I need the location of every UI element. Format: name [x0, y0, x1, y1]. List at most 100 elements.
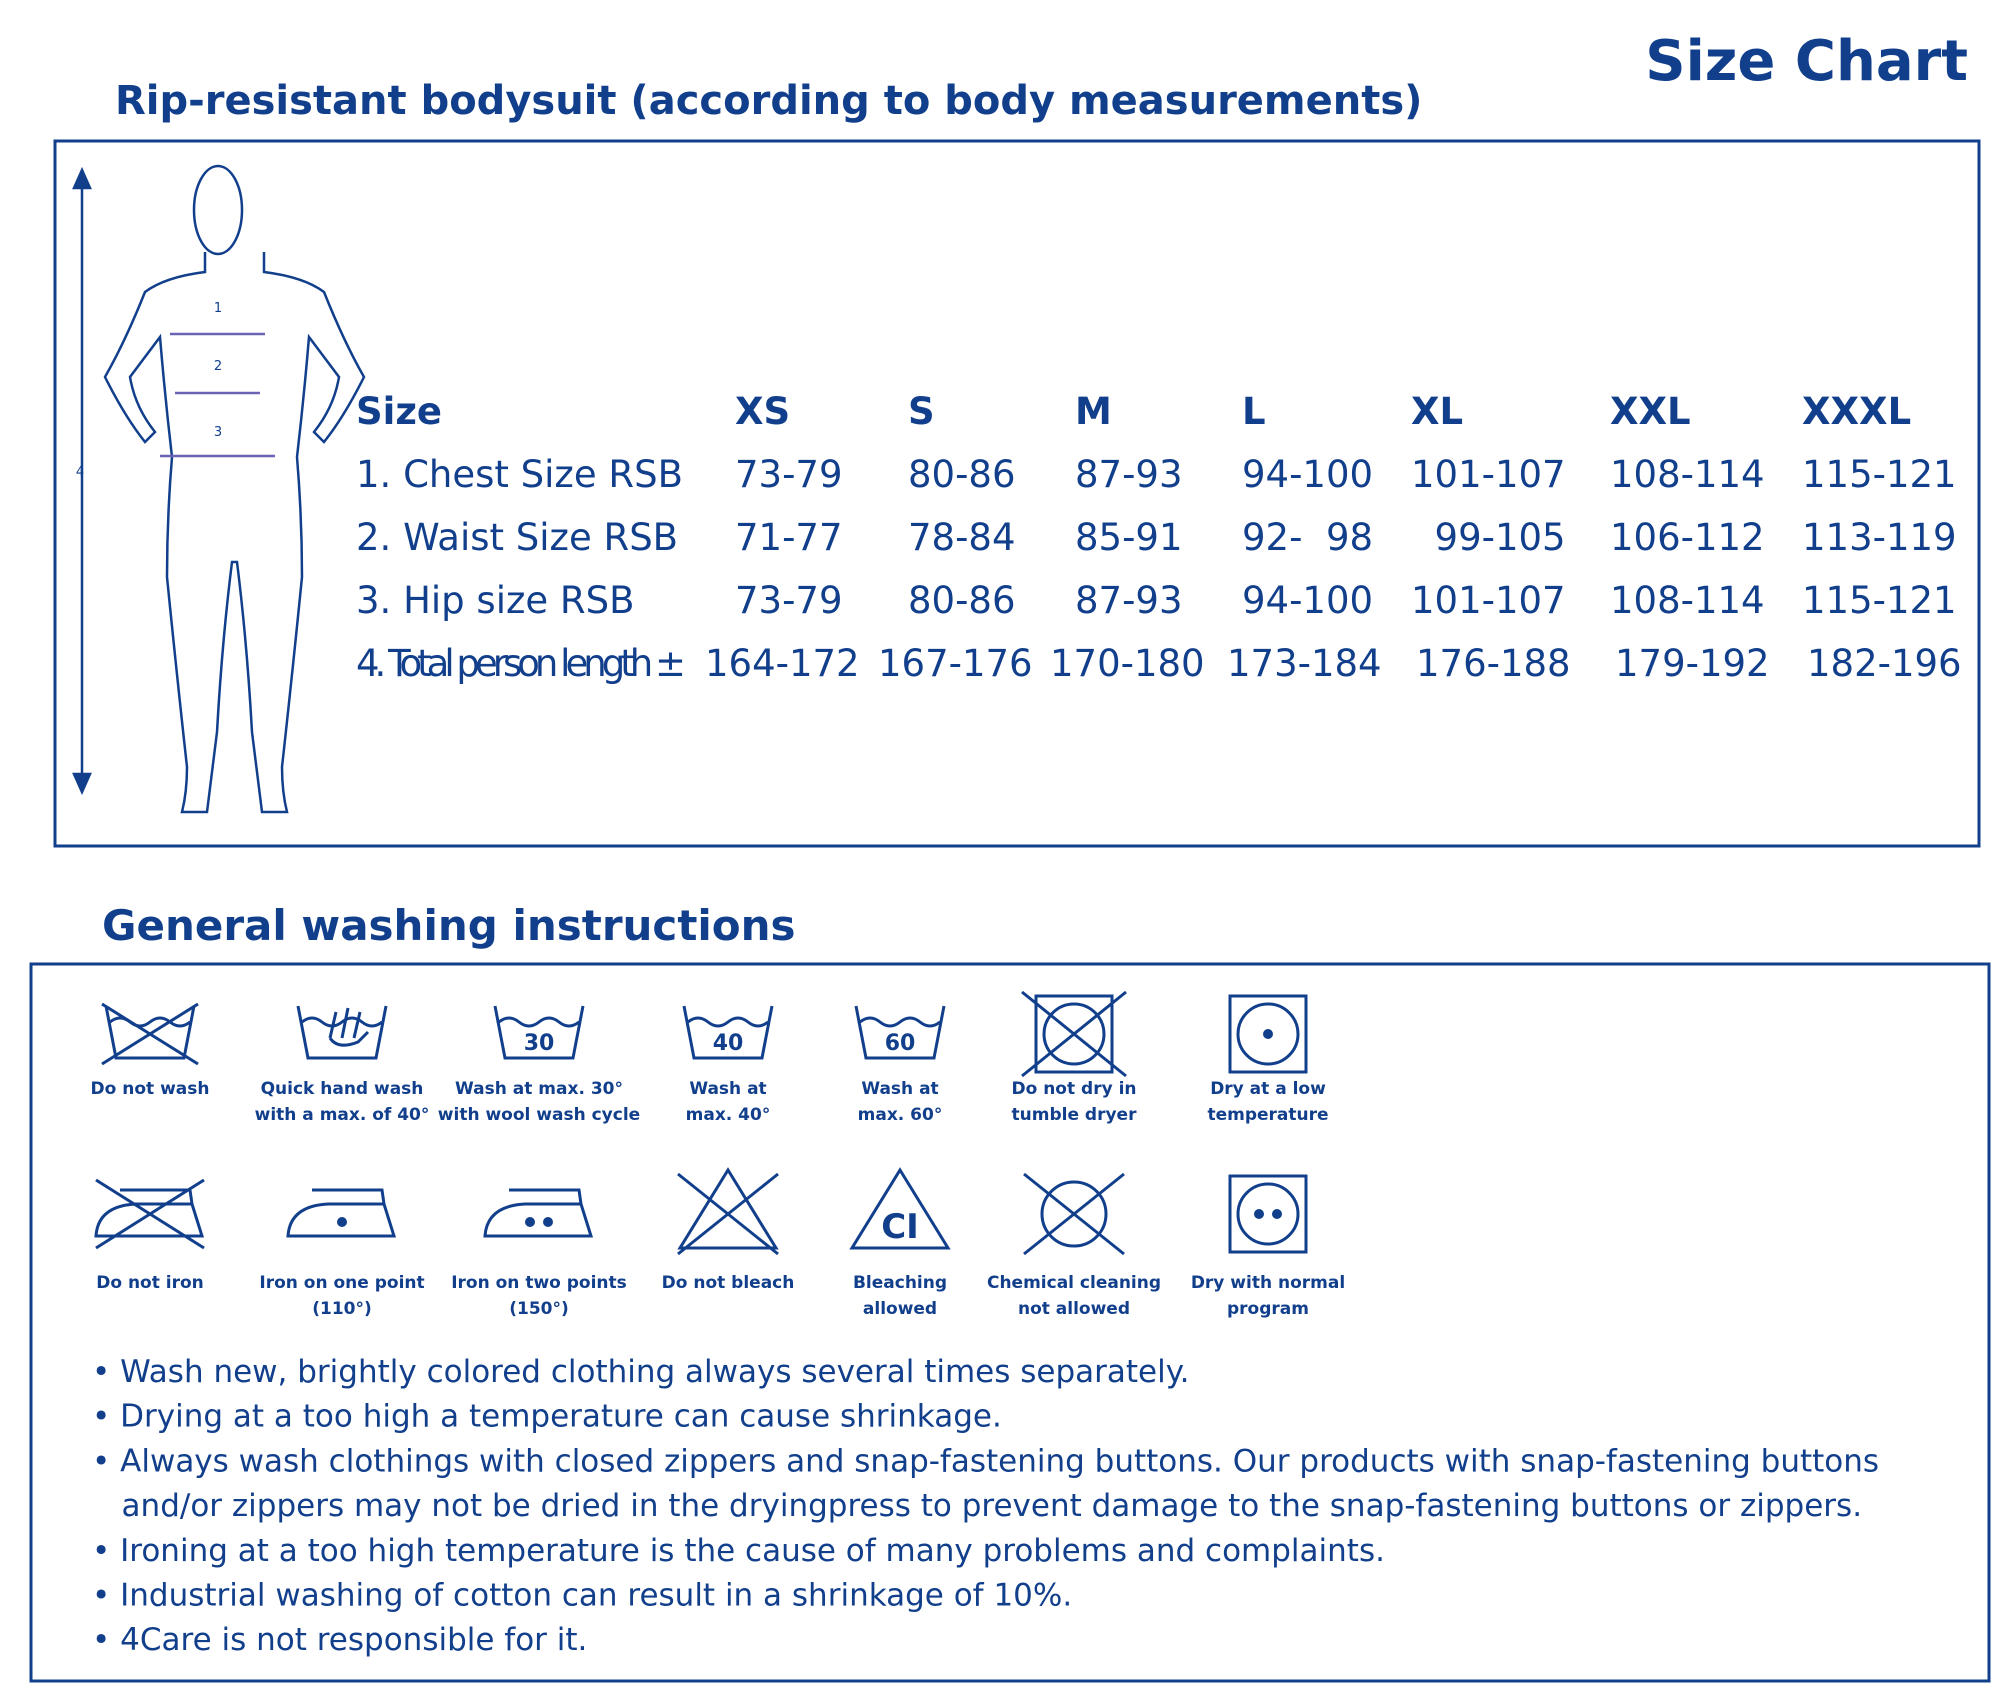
icon-dot — [525, 1217, 535, 1227]
icon-shape — [101, 1002, 199, 1066]
title: Size Chart — [1645, 29, 1968, 94]
bullet-list: • Wash new, brightly colored clothing al… — [92, 1354, 1879, 1658]
icon-shape — [1034, 994, 1114, 1074]
cell: 179-192 — [1615, 642, 1770, 685]
icon-label: Wash at max. 30° — [455, 1079, 623, 1099]
icon-label: (110°) — [312, 1299, 372, 1319]
column-header: XS — [735, 390, 790, 433]
cell: 182-196 — [1807, 642, 1962, 685]
icon-dot — [1263, 1029, 1273, 1039]
column-header: Size — [356, 390, 442, 433]
washing-box — [29, 962, 1991, 1683]
icon-label: tumble dryer — [1012, 1105, 1138, 1125]
icon-label: Quick hand wash — [261, 1079, 424, 1099]
cell: 73-79 — [735, 579, 843, 622]
cell: 87-93 — [1075, 579, 1183, 622]
icon-label: not allowed — [1018, 1299, 1130, 1319]
icon-dot — [1254, 1209, 1264, 1219]
icon-shape — [483, 1188, 594, 1238]
column-header: XXL — [1610, 390, 1691, 433]
icon-label: Do not bleach — [662, 1273, 795, 1293]
icon-shape — [687, 1016, 769, 1028]
marker: 3 — [214, 425, 222, 440]
care-icons: Do not wash Quick hand wash with a max. of… — [91, 990, 1345, 1319]
cell: 170-180 — [1050, 642, 1205, 685]
icon-shape — [1021, 990, 1127, 1078]
care-icon: Do not dry in tumble dryer — [1011, 990, 1138, 1125]
body-figure — [72, 164, 366, 814]
icon-label: with wool wash cycle — [438, 1105, 640, 1125]
bullet-text: • Always wash clothings with closed zipp… — [92, 1443, 1879, 1479]
icon-label: allowed — [863, 1299, 937, 1319]
care-icon: Iron on one point (110°) — [259, 1188, 425, 1319]
icon-shape — [854, 1005, 946, 1060]
cell: 106-112 — [1610, 516, 1765, 559]
cell: 73-79 — [735, 453, 843, 496]
column-header: S — [908, 390, 935, 433]
icon-label: program — [1227, 1299, 1309, 1319]
bullet-text: • Wash new, brightly colored clothing al… — [92, 1354, 1190, 1390]
cell: 92- 98 — [1242, 516, 1373, 559]
cell: 80-86 — [908, 579, 1016, 622]
icon-shape — [1042, 1002, 1106, 1066]
column-header: M — [1075, 390, 1112, 433]
bullet-text: and/or zippers may not be dried in the d… — [92, 1488, 1862, 1524]
marker: 4 — [76, 465, 84, 480]
care-icon: Do not iron — [94, 1178, 205, 1293]
icon-shape — [859, 1016, 941, 1028]
icon-label: Do not wash — [91, 1079, 210, 1099]
icon-shape — [677, 1172, 779, 1256]
row-label: 1. Chest Size RSB — [356, 453, 683, 496]
icon-shape — [849, 1167, 951, 1250]
marker: 2 — [214, 359, 222, 374]
icon-label: Wash at — [689, 1079, 766, 1099]
cell: 94-100 — [1242, 453, 1373, 496]
marker: 1 — [214, 301, 222, 316]
icon-shape — [493, 1005, 585, 1060]
size-box — [53, 139, 1981, 848]
icon-label: max. 40° — [686, 1105, 771, 1125]
icon-shape — [1023, 1172, 1125, 1256]
cell: 85-91 — [1075, 516, 1183, 559]
icon-shape — [104, 1005, 196, 1060]
icon-label: Do not dry in — [1011, 1079, 1136, 1099]
icon-label: Dry at a low — [1210, 1079, 1326, 1099]
cell: 101-107 — [1411, 579, 1566, 622]
cell: 115-121 — [1802, 453, 1957, 496]
icon-text: 60 — [885, 1031, 916, 1056]
icon-label: max. 60° — [858, 1105, 943, 1125]
bullet-text: • Industrial washing of cotton can resul… — [92, 1578, 1072, 1614]
size-table: Size XS S M L XL XXL XXXL 1. Chest Size RSB 73-79… — [356, 390, 1962, 685]
care-icon: Iron on two points (150°) — [451, 1188, 627, 1319]
icon-shape — [1228, 1174, 1308, 1254]
icon-label: Chemical cleaning — [987, 1273, 1161, 1293]
cell: 173-184 — [1227, 642, 1382, 685]
row-label: 4. Total person length ± — [356, 642, 686, 685]
icon-shape — [328, 1007, 370, 1047]
icon-text: 40 — [713, 1031, 744, 1056]
icon-shape — [286, 1188, 397, 1238]
cell: 78-84 — [908, 516, 1016, 559]
icon-shape — [95, 1178, 205, 1250]
icon-label: (150°) — [509, 1299, 569, 1319]
row-label: 2. Waist Size RSB — [356, 516, 678, 559]
care-icon: CI Bleaching allowed — [849, 1167, 951, 1319]
icon-shape — [498, 1016, 580, 1028]
section-title: General washing instructions — [102, 901, 796, 950]
cell: 94-100 — [1242, 579, 1373, 622]
cell: 99-105 — [1411, 516, 1566, 559]
icon-label: Do not iron — [96, 1273, 204, 1293]
icon-label: with a max. of 40° — [255, 1105, 430, 1125]
icon-dot — [543, 1217, 553, 1227]
icon-text: 30 — [524, 1031, 555, 1056]
icon-text: CI — [881, 1207, 919, 1247]
care-icon: Do not bleach — [662, 1167, 795, 1293]
cell: 176-188 — [1416, 642, 1571, 685]
icon-label: Bleaching — [853, 1273, 947, 1293]
icon-shape — [677, 1167, 779, 1250]
bullet-text: • Ironing at a too high temperature is t… — [92, 1533, 1385, 1569]
icon-shape — [1228, 994, 1308, 1074]
icon-shape — [296, 1005, 388, 1060]
care-icon: Dry with normal program — [1191, 1174, 1345, 1319]
